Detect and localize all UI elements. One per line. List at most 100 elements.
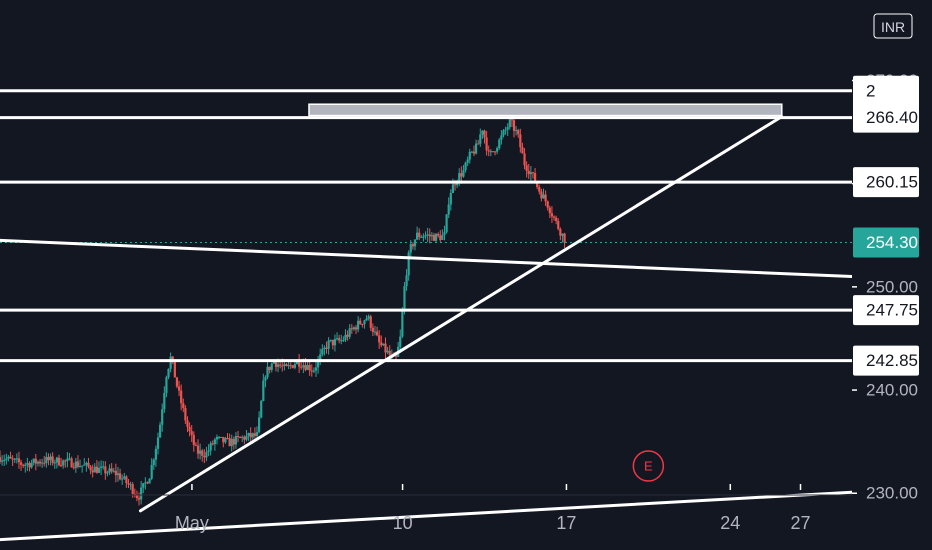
candle-body [502, 130, 505, 136]
candle-body [519, 134, 522, 148]
candle-body [209, 443, 212, 451]
candle-body [100, 466, 103, 468]
candle-body [87, 462, 90, 467]
candle-body [57, 457, 61, 466]
level-price-text: 260.15 [866, 173, 918, 192]
candle-body [49, 456, 52, 461]
candle-body [493, 151, 497, 153]
candle-body [508, 119, 511, 128]
candle-body [302, 365, 305, 368]
candle-body [365, 318, 368, 321]
trend-line[interactable] [0, 490, 852, 542]
candle-body [441, 234, 444, 240]
candle-body [154, 448, 157, 460]
candle-body [517, 130, 520, 135]
candle-body [281, 365, 284, 367]
time-tick-label: 10 [393, 513, 413, 533]
candle-body [350, 328, 353, 330]
candle-body [289, 365, 292, 367]
candle-body [137, 498, 141, 500]
candle-body [386, 350, 389, 353]
price-zone-rectangle[interactable] [308, 103, 783, 117]
candle-body [74, 461, 77, 468]
candle-body [354, 327, 358, 330]
candle-body [329, 339, 332, 341]
candle-body [407, 252, 410, 276]
candle-body [131, 484, 134, 494]
candle-body [249, 433, 252, 438]
candle-body [64, 460, 67, 462]
candle-body [555, 217, 558, 222]
candle-body [17, 458, 21, 463]
candle-body [247, 433, 250, 436]
candle-body [432, 234, 436, 241]
candle-body [234, 436, 238, 445]
trend-line[interactable] [138, 115, 784, 513]
candle-body [529, 172, 532, 175]
candle-body [498, 139, 501, 149]
candle-body [188, 426, 191, 432]
candle-body [163, 392, 166, 410]
candle-body [161, 409, 164, 425]
earnings-event-marker[interactable]: E [632, 450, 665, 482]
candle-body [165, 377, 168, 393]
earnings-circle[interactable] [632, 450, 665, 482]
candle-body [470, 151, 473, 153]
candle-body [144, 482, 147, 484]
candle-body [472, 151, 476, 154]
candle-body [314, 367, 318, 371]
drawing-layer[interactable] [0, 89, 852, 542]
candle-body [413, 239, 417, 247]
candle-body [95, 466, 99, 473]
candle-body [110, 468, 113, 472]
candle-body [460, 173, 463, 177]
candle-body [298, 360, 301, 367]
candle-body [540, 191, 543, 199]
candle-body [203, 455, 206, 458]
candle-body [340, 340, 343, 342]
currency-badge[interactable]: INR [873, 13, 913, 39]
candle-body [55, 457, 58, 463]
candle-body [373, 331, 377, 333]
trend-line[interactable] [0, 238, 852, 279]
candle-body [175, 377, 179, 387]
candle-body [116, 473, 120, 476]
time-axis[interactable]: May 10 17 24 27 [0, 484, 852, 533]
candle-body [468, 151, 471, 160]
candle-body [123, 476, 126, 479]
candle-body [215, 436, 219, 440]
candle-body [416, 232, 419, 240]
candle-body [274, 361, 278, 367]
candle-body [369, 316, 372, 328]
candle-body [276, 364, 280, 367]
candle-body [43, 462, 46, 464]
candle-body [268, 366, 271, 371]
level-price-badge [853, 345, 919, 376]
candle-body [224, 438, 227, 443]
candle-body [93, 466, 96, 473]
candle-body [523, 153, 526, 166]
candle-body [300, 366, 303, 368]
candle-body [464, 162, 467, 171]
candle-body [264, 377, 267, 381]
candle-body [142, 483, 145, 488]
candle-body [325, 347, 328, 349]
candle-body [150, 465, 153, 479]
level-price-badge [853, 75, 919, 106]
candle-body [538, 187, 541, 192]
candle-body [447, 204, 450, 215]
candle-body [496, 148, 499, 152]
candle-body [102, 466, 105, 468]
candle-body [321, 349, 324, 355]
candle-body [125, 476, 128, 484]
candle-body [359, 320, 362, 324]
earnings-label: E [644, 459, 653, 474]
candle-body [127, 483, 130, 485]
candle-body [217, 436, 221, 438]
candle-body [481, 130, 484, 135]
candle-body [146, 482, 149, 484]
candle-body [504, 129, 507, 131]
candle-body [361, 323, 364, 325]
candle-body [36, 461, 40, 464]
